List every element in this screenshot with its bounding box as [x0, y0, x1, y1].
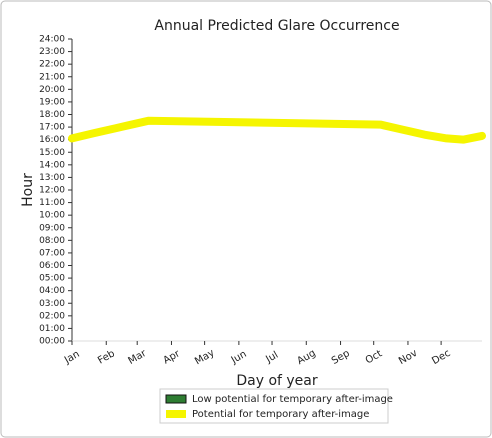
legend-label: Low potential for temporary after-image [192, 394, 393, 405]
y-tick-label: 01:00 [39, 324, 65, 334]
y-tick-label: 06:00 [39, 261, 65, 271]
y-tick-label: 17:00 [39, 123, 65, 133]
legend-label: Potential for temporary after-image [192, 409, 369, 420]
y-tick-label: 11:00 [39, 198, 65, 208]
series-line [68, 116, 486, 144]
y-tick-label: 00:00 [39, 337, 65, 347]
legend-swatch [165, 394, 187, 404]
y-tick-label: 03:00 [39, 299, 65, 309]
y-tick-label: 02:00 [39, 311, 65, 321]
y-tick-label: 07:00 [39, 248, 65, 258]
y-tick-label: 19:00 [39, 97, 65, 107]
y-tick-label: 04:00 [39, 286, 65, 296]
y-tick-label: 14:00 [39, 160, 65, 170]
y-axis-label: Hour [20, 173, 36, 207]
y-tick-label: 08:00 [39, 236, 65, 246]
y-tick-label: 22:00 [39, 60, 65, 70]
legend [159, 388, 389, 424]
x-axis-label: Day of year [236, 373, 318, 389]
y-tick-label: 15:00 [39, 148, 65, 158]
y-tick-label: 09:00 [39, 223, 65, 233]
chart-title: Annual Predicted Glare Occurrence [154, 18, 399, 34]
y-tick-label: 23:00 [39, 47, 65, 57]
y-tick-label: 18:00 [39, 110, 65, 120]
legend-swatch [166, 410, 186, 418]
y-tick-label: 16:00 [39, 135, 65, 145]
y-tick-label: 20:00 [39, 85, 65, 95]
y-tick-label: 24:00 [39, 35, 65, 45]
y-tick-label: 13:00 [39, 173, 65, 183]
y-tick-label: 10:00 [39, 211, 65, 221]
y-tick-label: 05:00 [39, 274, 65, 284]
y-tick-label: 12:00 [39, 186, 65, 196]
y-tick-label: 21:00 [39, 72, 65, 82]
